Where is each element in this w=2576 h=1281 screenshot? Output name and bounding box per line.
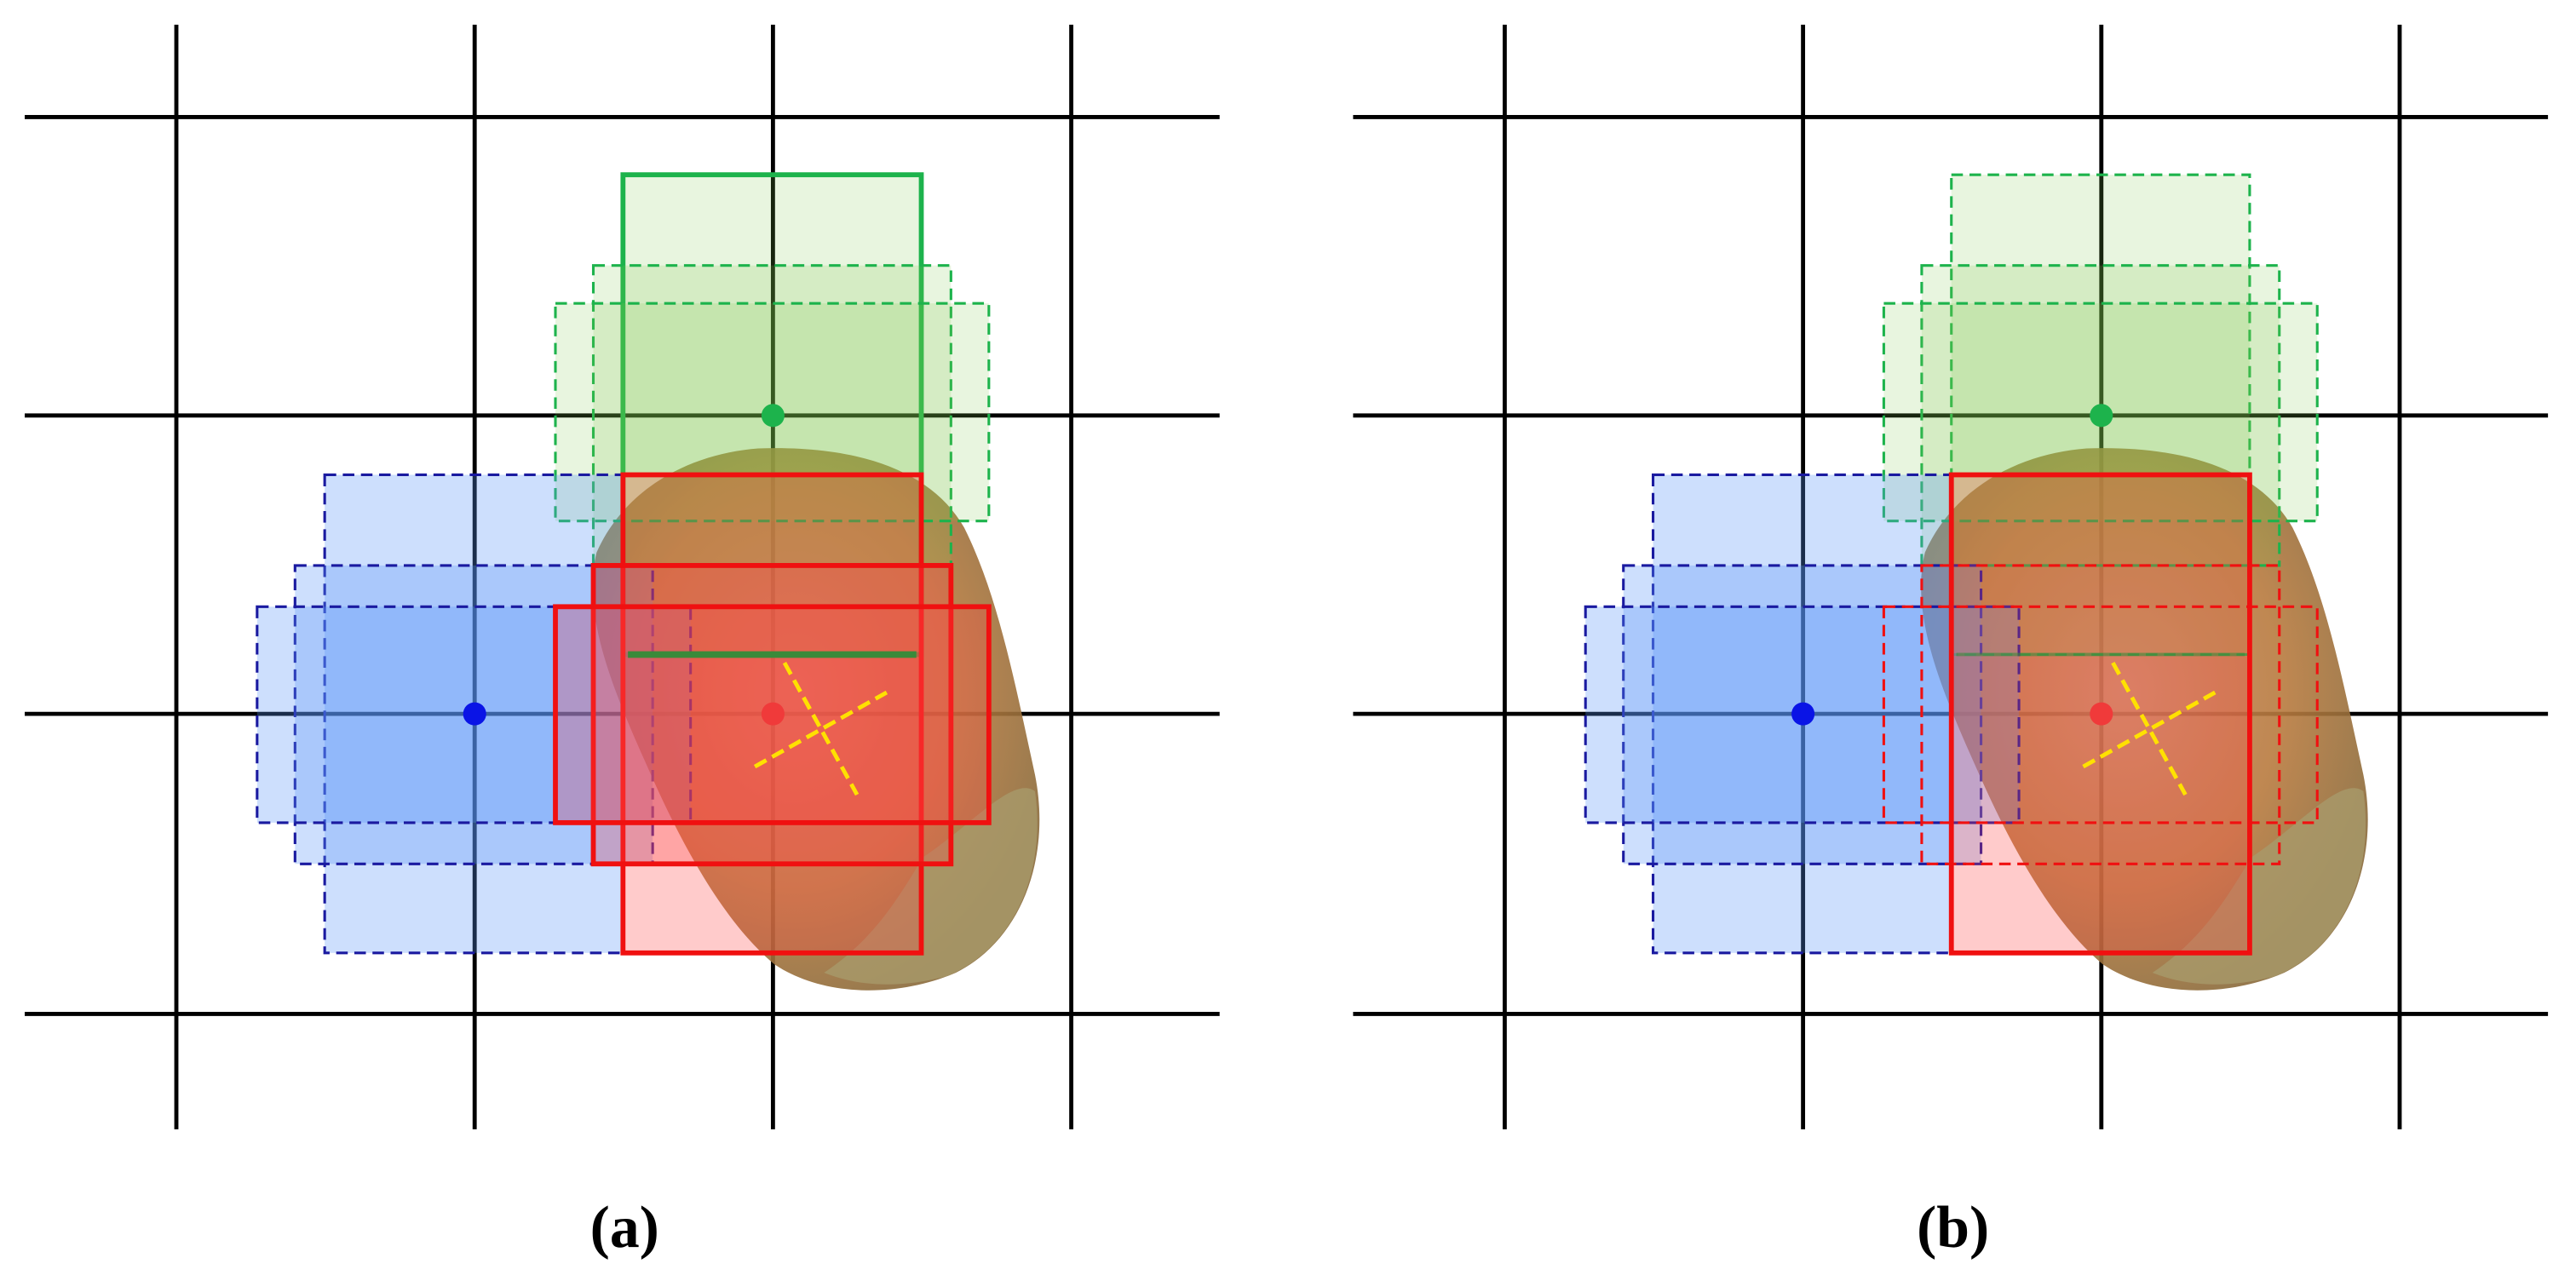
panel-label: (b) — [1917, 1195, 1989, 1261]
panel: (a) — [25, 25, 1220, 1261]
panel-label: (a) — [590, 1195, 659, 1261]
center-dot — [463, 702, 486, 726]
axis-line — [2082, 690, 2217, 769]
red-box — [1920, 564, 2281, 865]
axis-line — [782, 661, 860, 796]
center-dot — [761, 404, 785, 428]
fruit-rind — [824, 788, 1038, 985]
axis-line — [753, 690, 888, 769]
center-dot — [2090, 702, 2113, 726]
center-dot — [1791, 702, 1815, 726]
center-dot — [2090, 404, 2113, 428]
axis-line — [2111, 661, 2188, 796]
fruit-rind — [2152, 788, 2366, 985]
panel: (b) — [1353, 25, 2549, 1261]
center-dot — [761, 702, 785, 726]
